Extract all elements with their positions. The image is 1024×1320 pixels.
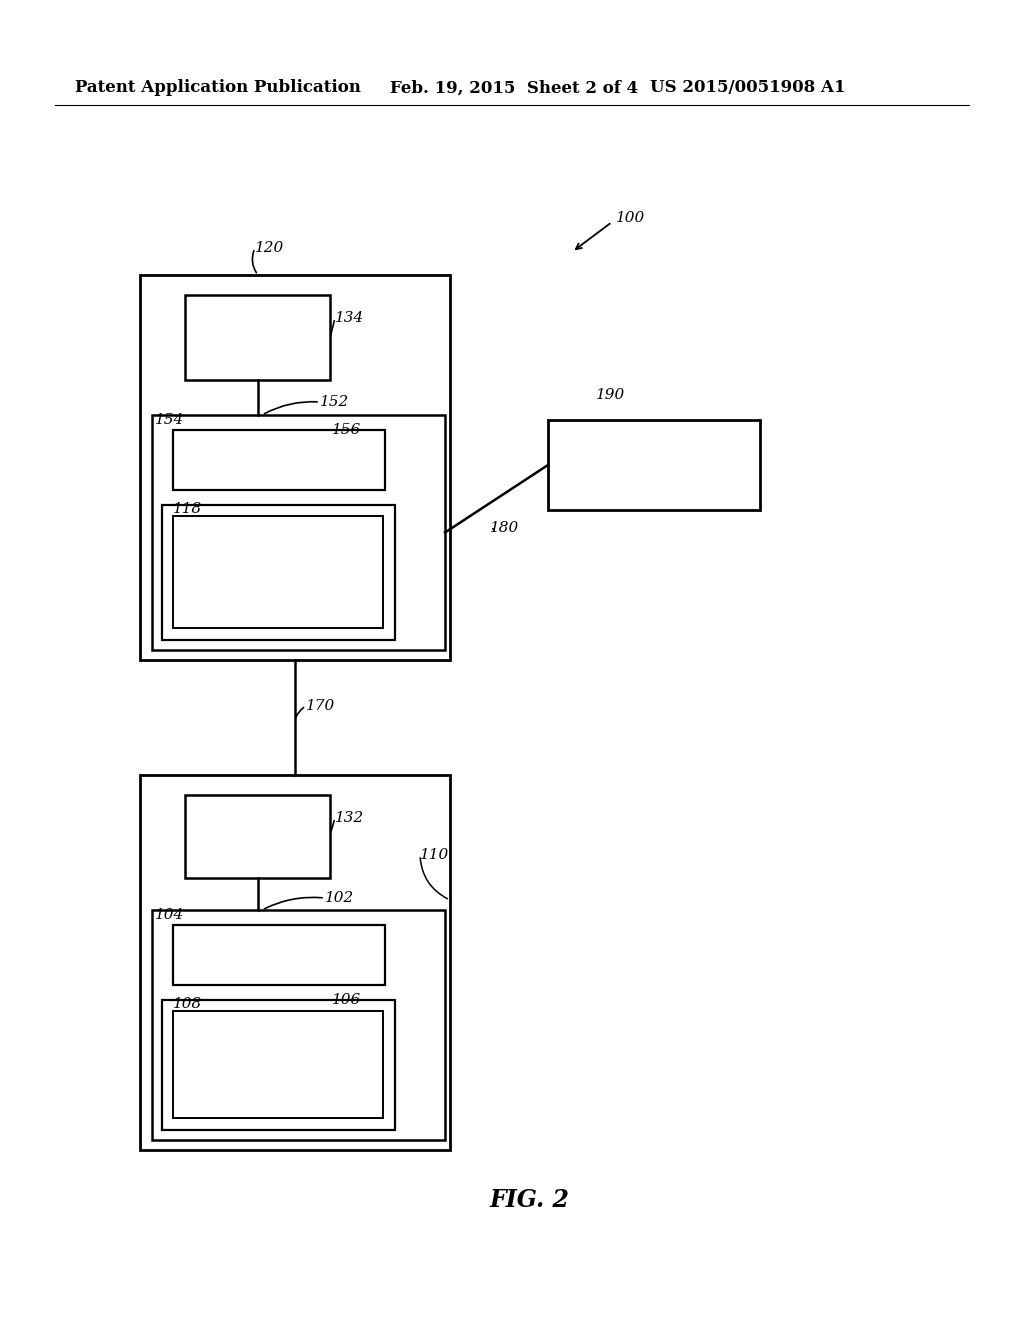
Bar — [140, 275, 450, 660]
Bar — [548, 420, 760, 510]
Text: 118: 118 — [173, 502, 203, 516]
Text: 180: 180 — [490, 521, 519, 535]
Bar — [152, 414, 445, 649]
Text: FIG. 2: FIG. 2 — [490, 1188, 570, 1212]
Bar — [173, 430, 385, 490]
Text: US 2015/0051908 A1: US 2015/0051908 A1 — [650, 79, 846, 96]
Text: 170: 170 — [306, 700, 335, 713]
Bar — [173, 925, 385, 985]
Text: 102: 102 — [325, 891, 354, 906]
Bar — [173, 516, 383, 628]
Text: 156: 156 — [332, 422, 361, 437]
Text: 108: 108 — [173, 997, 203, 1011]
Text: 104: 104 — [155, 908, 184, 921]
Bar — [162, 506, 395, 640]
Bar — [185, 795, 330, 878]
Bar — [162, 1001, 395, 1130]
Text: 152: 152 — [319, 395, 349, 409]
Text: 120: 120 — [255, 242, 285, 255]
Text: 190: 190 — [596, 388, 626, 403]
Bar — [173, 1011, 383, 1118]
Bar — [185, 294, 330, 380]
Text: Feb. 19, 2015  Sheet 2 of 4: Feb. 19, 2015 Sheet 2 of 4 — [390, 79, 638, 96]
Text: Patent Application Publication: Patent Application Publication — [75, 79, 360, 96]
Text: 154: 154 — [155, 413, 184, 426]
Text: 132: 132 — [335, 810, 365, 825]
Bar — [140, 775, 450, 1150]
Text: 100: 100 — [616, 211, 645, 224]
Text: 134: 134 — [335, 312, 365, 325]
Bar — [152, 909, 445, 1140]
Text: 106: 106 — [332, 993, 361, 1007]
Text: 110: 110 — [420, 847, 450, 862]
